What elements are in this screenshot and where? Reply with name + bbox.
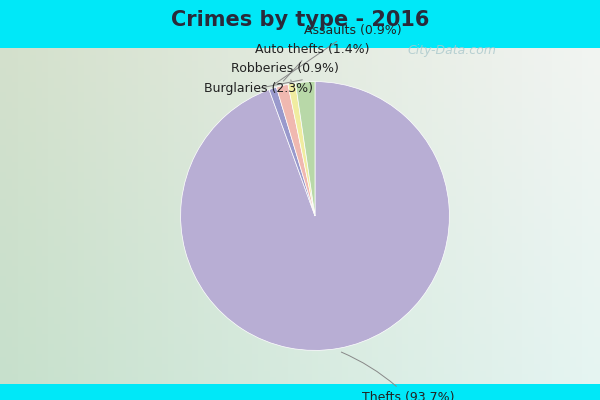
Wedge shape bbox=[295, 82, 315, 216]
Text: Thefts (93.7%): Thefts (93.7%) bbox=[341, 352, 455, 400]
Text: Assaults (0.9%): Assaults (0.9%) bbox=[274, 24, 401, 84]
Wedge shape bbox=[269, 87, 315, 216]
Text: Robberies (0.9%): Robberies (0.9%) bbox=[232, 62, 340, 81]
Text: Crimes by type - 2016: Crimes by type - 2016 bbox=[171, 10, 429, 30]
Wedge shape bbox=[277, 84, 315, 216]
Text: Auto thefts (1.4%): Auto thefts (1.4%) bbox=[255, 43, 370, 81]
Wedge shape bbox=[288, 83, 315, 216]
Text: City-Data.com: City-Data.com bbox=[407, 44, 496, 57]
Wedge shape bbox=[181, 82, 449, 350]
Text: Burglaries (2.3%): Burglaries (2.3%) bbox=[204, 80, 313, 95]
